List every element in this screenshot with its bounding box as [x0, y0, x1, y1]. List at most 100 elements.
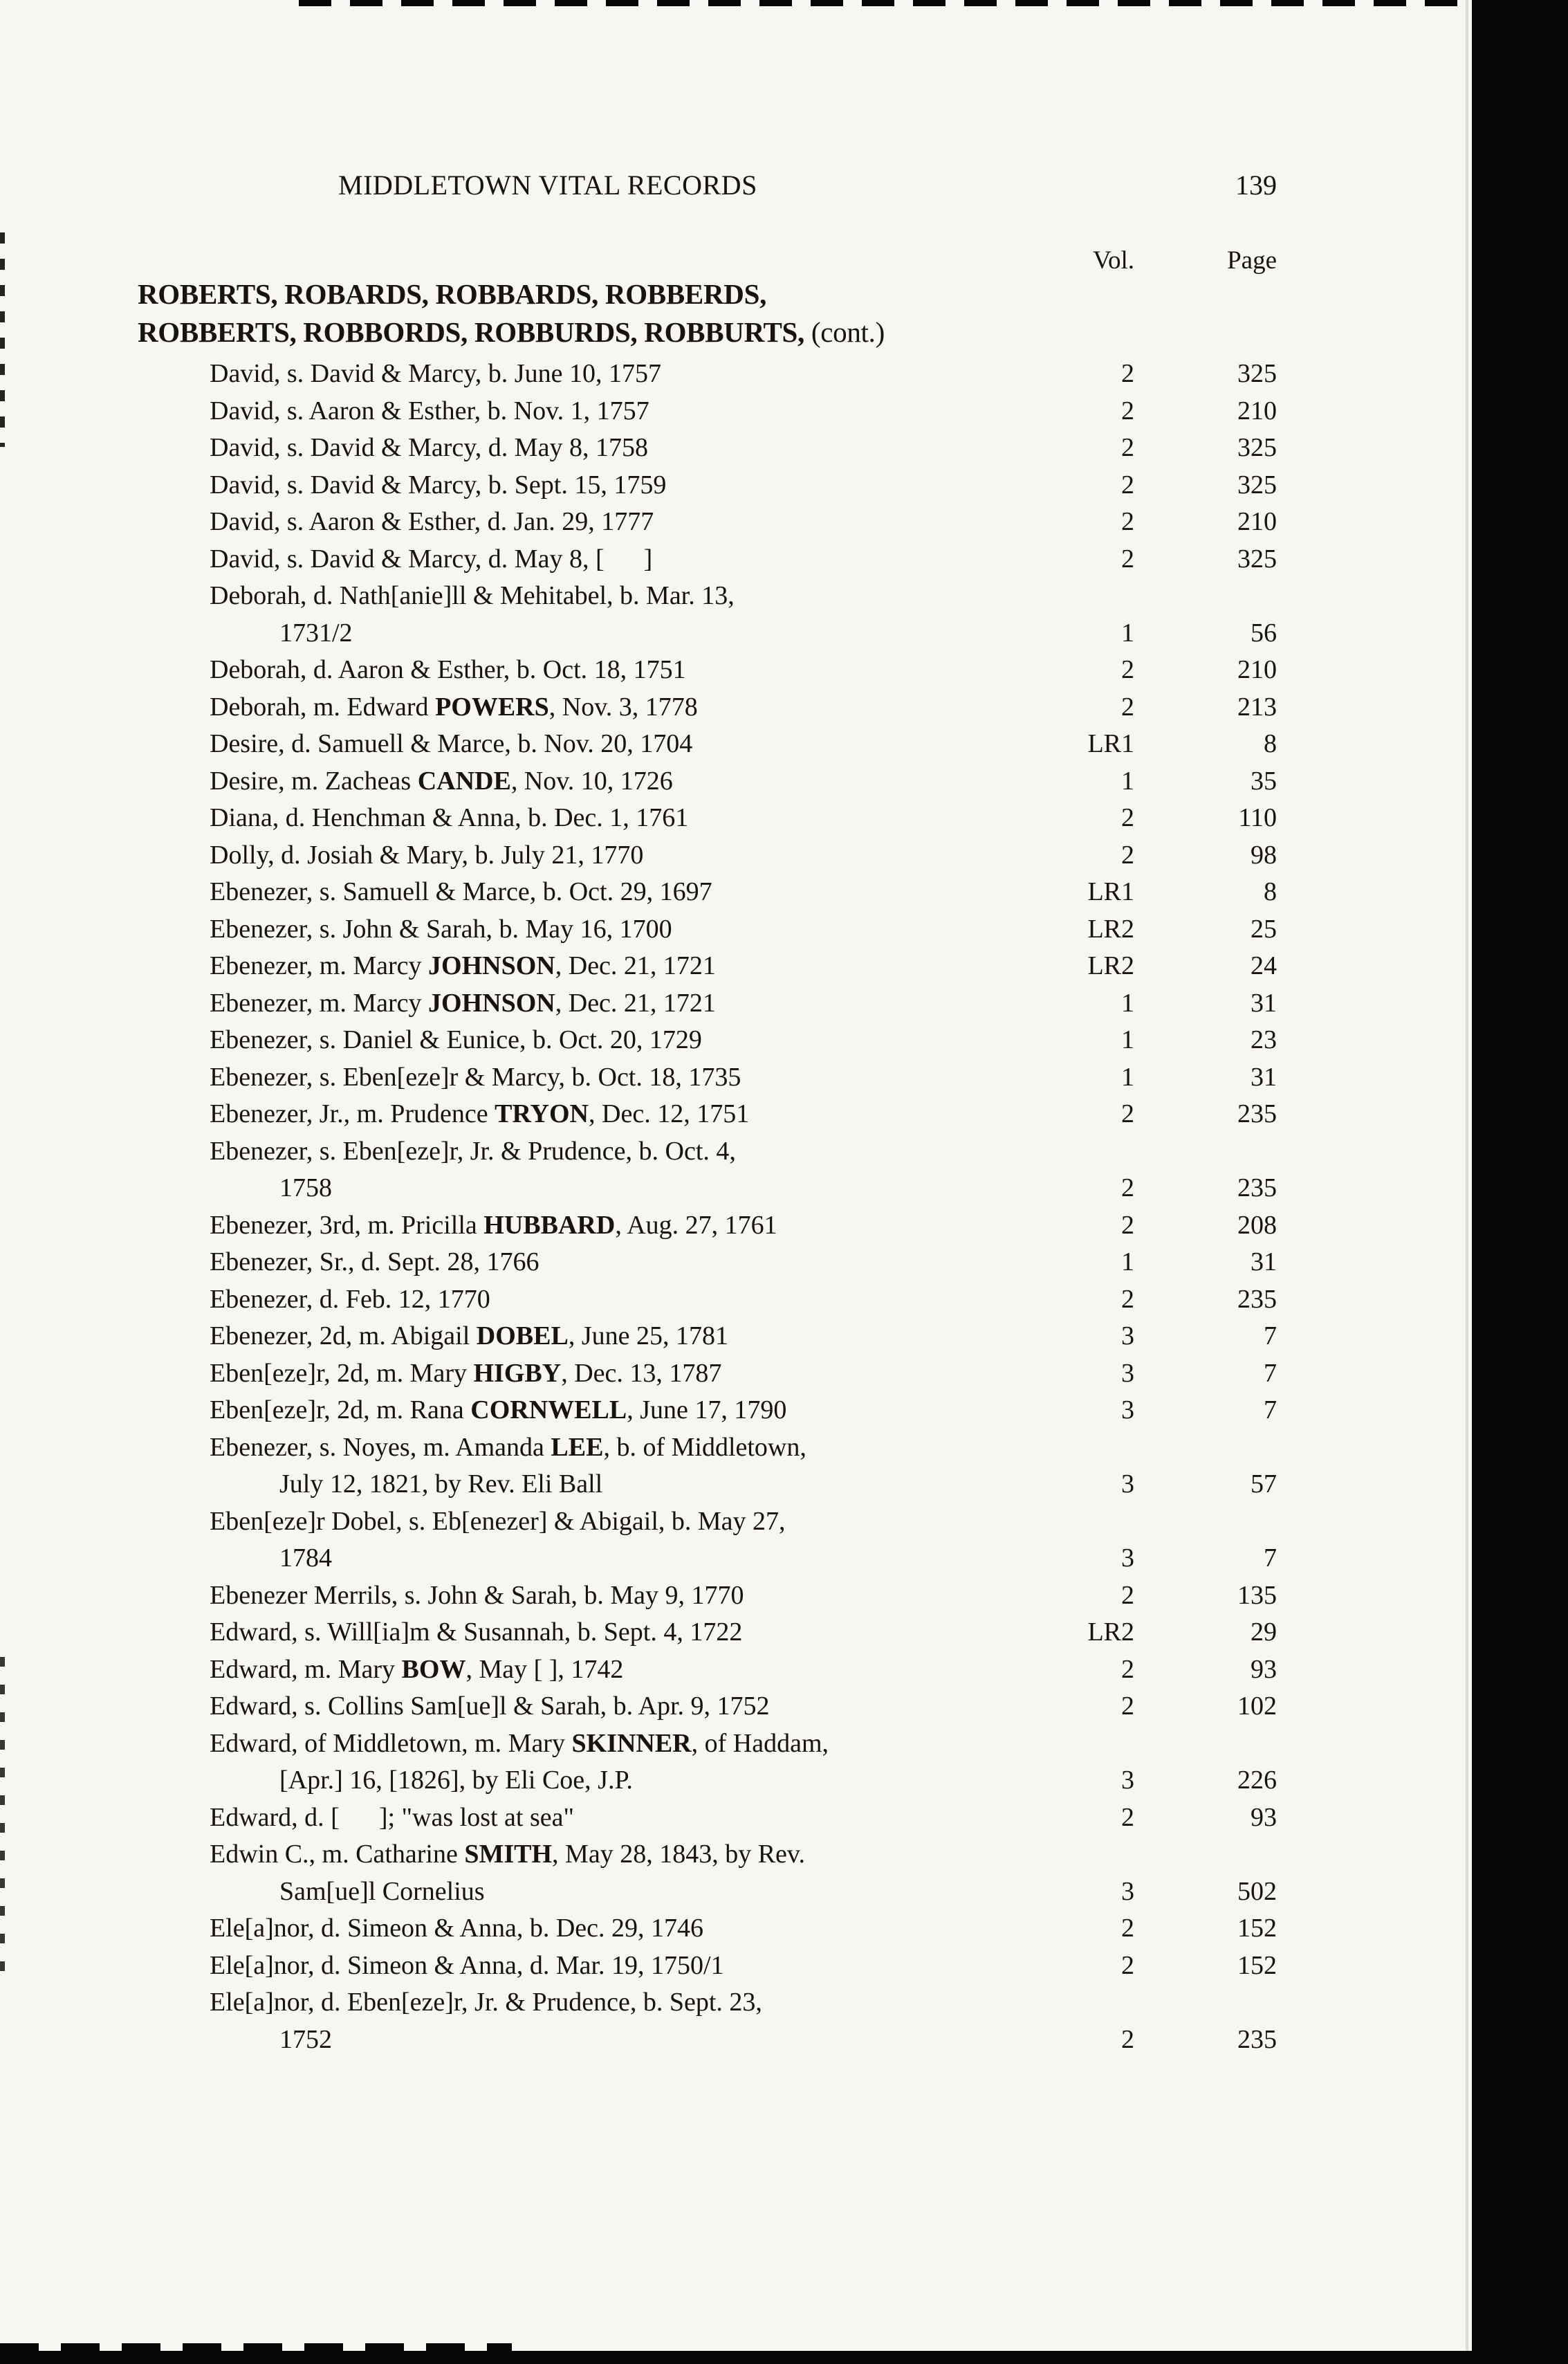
- record-volume: 2: [1121, 1654, 1134, 1684]
- record-page: 93: [1251, 1654, 1277, 1684]
- record-surname: JOHNSON: [428, 988, 555, 1018]
- record-volume: 2: [1121, 1580, 1134, 1610]
- record-volume: 2: [1121, 2024, 1134, 2054]
- record-text: Eben[eze]r, 2d, m. Rana CORNWELL, June 1…: [210, 1392, 786, 1429]
- record-text-segment: David, s. Aaron & Esther, b. Nov. 1, 175…: [210, 396, 649, 425]
- record-volume: 1: [1121, 1247, 1134, 1276]
- record-page: 23: [1251, 1025, 1277, 1054]
- record-text: Ebenezer, Sr., d. Sept. 28, 1766: [210, 1244, 539, 1281]
- record-text-segment: Desire, d. Samuell & Marce, b. Nov. 20, …: [210, 729, 693, 758]
- record-text-segment: , Aug. 27, 1761: [615, 1210, 777, 1240]
- page-number: 139: [1235, 169, 1277, 201]
- record-text: Edward, d. [ ]; "was lost at sea": [210, 1799, 574, 1837]
- record-row: Desire, m. Zacheas CANDE, Nov. 10, 1726 1…: [138, 763, 1286, 800]
- record-volume: 2: [1121, 396, 1134, 425]
- record-surname: SMITH: [464, 1840, 553, 1869]
- record-text-segment: Edwin C., m. Catharine: [210, 1840, 465, 1869]
- record-row: David, s. Aaron & Esther, d. Jan. 29, 17…: [138, 504, 1286, 541]
- record-volume: LR1: [1087, 729, 1134, 758]
- record-volume: 2: [1121, 1284, 1134, 1314]
- record-row: Edward, of Middletown, m. Mary SKINNER, …: [138, 1725, 1286, 1763]
- record-volume: 2: [1121, 1173, 1134, 1202]
- record-text-segment: Edward, m. Mary: [210, 1654, 402, 1684]
- record-text: Ebenezer, d. Feb. 12, 1770: [210, 1281, 490, 1319]
- record-text: Ebenezer, s. Daniel & Eunice, b. Oct. 20…: [210, 1022, 702, 1059]
- record-text: Edward, m. Mary BOW, May [ ], 1742: [210, 1651, 623, 1689]
- record-surname: JOHNSON: [428, 951, 555, 980]
- record-row: 1758 2 235: [138, 1170, 1286, 1207]
- record-row: Desire, d. Samuell & Marce, b. Nov. 20, …: [138, 726, 1286, 763]
- record-volume: 2: [1121, 470, 1134, 500]
- record-volume: 2: [1121, 655, 1134, 684]
- record-row: Ebenezer, d. Feb. 12, 1770 2 235: [138, 1281, 1286, 1319]
- record-row: Edward, s. Will[ia]m & Susannah, b. Sept…: [138, 1614, 1286, 1651]
- record-volume: 3: [1121, 1358, 1134, 1388]
- record-text-continuation: 1784: [279, 1540, 332, 1577]
- record-volume: 2: [1121, 1210, 1134, 1240]
- record-page: 325: [1237, 470, 1277, 500]
- record-text: Ebenezer, 2d, m. Abigail DOBEL, June 25,…: [210, 1318, 728, 1355]
- record-surname: TRYON: [495, 1099, 589, 1128]
- record-row: Ebenezer, 3rd, m. Pricilla HUBBARD, Aug.…: [138, 1207, 1286, 1245]
- record-text-segment: Eben[eze]r Dobel, s. Eb[enezer] & Abigai…: [210, 1506, 786, 1536]
- record-page: 110: [1238, 803, 1277, 832]
- record-text: Edwin C., m. Catharine SMITH, May 28, 18…: [210, 1836, 805, 1873]
- record-page: 7: [1264, 1543, 1277, 1573]
- record-text-segment: Ebenezer, 3rd, m. Pricilla: [210, 1210, 484, 1240]
- record-text: Desire, m. Zacheas CANDE, Nov. 10, 1726: [210, 763, 673, 800]
- record-text-continuation: 1731/2: [279, 615, 353, 652]
- record-row: Ebenezer, 2d, m. Abigail DOBEL, June 25,…: [138, 1318, 1286, 1355]
- record-text-segment: Ebenezer, s. Noyes, m. Amanda: [210, 1432, 551, 1462]
- record-text: Ebenezer, m. Marcy JOHNSON, Dec. 21, 172…: [210, 985, 716, 1023]
- record-text: Ebenezer, s. Eben[eze]r, Jr. & Prudence,…: [210, 1133, 736, 1171]
- record-text-segment: Edward, d. [ ]; "was lost at sea": [210, 1802, 575, 1832]
- record-page: 152: [1237, 1950, 1277, 1980]
- record-page: 135: [1237, 1580, 1277, 1610]
- record-page: 8: [1264, 877, 1277, 906]
- record-volume: LR1: [1087, 877, 1134, 906]
- record-text: Edward, s. Collins Sam[ue]l & Sarah, b. …: [210, 1688, 770, 1725]
- record-page: 325: [1237, 359, 1277, 388]
- record-text: Ebenezer, s. Samuell & Marce, b. Oct. 29…: [210, 874, 712, 911]
- record-row: Diana, d. Henchman & Anna, b. Dec. 1, 17…: [138, 800, 1286, 837]
- record-text: David, s. David & Marcy, d. May 8, 1758: [210, 430, 648, 467]
- record-text: Deborah, m. Edward POWERS, Nov. 3, 1778: [210, 689, 698, 726]
- record-volume: 1: [1121, 1025, 1134, 1054]
- record-row: Dolly, d. Josiah & Mary, b. July 21, 177…: [138, 837, 1286, 874]
- record-text-segment: Ebenezer, s. Samuell & Marce, b. Oct. 29…: [210, 877, 712, 906]
- record-text-continuation: 1752: [279, 2022, 332, 2059]
- record-volume: 2: [1121, 1914, 1134, 1943]
- record-row: Ele[a]nor, d. Simeon & Anna, d. Mar. 19,…: [138, 1948, 1286, 1985]
- record-page: 7: [1264, 1395, 1277, 1424]
- record-volume: 2: [1121, 1099, 1134, 1128]
- record-text-segment: , Dec. 21, 1721: [555, 988, 716, 1018]
- record-row: David, s. David & Marcy, d. May 8, 1758 2…: [138, 430, 1286, 467]
- record-surname: HUBBARD: [483, 1210, 616, 1240]
- record-row: 1752 2 235: [138, 2022, 1286, 2059]
- record-text-segment: David, s. David & Marcy, d. May 8, [ ]: [210, 544, 653, 574]
- record-text-segment: Ebenezer, Sr., d. Sept. 28, 1766: [210, 1247, 539, 1276]
- record-text-segment: Ebenezer, 2d, m. Abigail: [210, 1321, 477, 1350]
- column-header-page: Page: [1227, 246, 1277, 275]
- record-row: Ebenezer, m. Marcy JOHNSON, Dec. 21, 172…: [138, 948, 1286, 985]
- record-volume: 2: [1121, 1692, 1134, 1721]
- record-row: Sam[ue]l Cornelius 3 502: [138, 1873, 1286, 1911]
- record-text-continuation: [Apr.] 16, [1826], by Eli Coe, J.P.: [279, 1762, 633, 1799]
- record-text: David, s. David & Marcy, b. June 10, 175…: [210, 356, 661, 393]
- record-volume: 1: [1121, 988, 1134, 1018]
- record-page: 210: [1237, 396, 1277, 425]
- record-row: July 12, 1821, by Rev. Eli Ball 3 57: [138, 1466, 1286, 1503]
- record-text-segment: , b. of Middletown,: [603, 1432, 806, 1462]
- record-text: David, s. David & Marcy, d. May 8, [ ]: [210, 541, 652, 578]
- record-volume: 2: [1121, 433, 1134, 462]
- record-text-segment: [Apr.] 16, [1826], by Eli Coe, J.P.: [279, 1766, 633, 1795]
- record-text-segment: , May [ ], 1742: [465, 1654, 624, 1684]
- record-page: 31: [1251, 988, 1277, 1018]
- record-volume: 2: [1121, 692, 1134, 722]
- record-text-segment: 1752: [279, 2024, 332, 2054]
- record-surname: POWERS: [435, 692, 549, 722]
- record-page: 31: [1251, 1062, 1277, 1092]
- family-heading-line2: ROBBERTS, ROBBORDS, ROBBURDS, ROBBURTS, …: [138, 315, 885, 349]
- record-page: 29: [1251, 1618, 1277, 1647]
- record-row: David, s. David & Marcy, b. June 10, 175…: [138, 356, 1286, 393]
